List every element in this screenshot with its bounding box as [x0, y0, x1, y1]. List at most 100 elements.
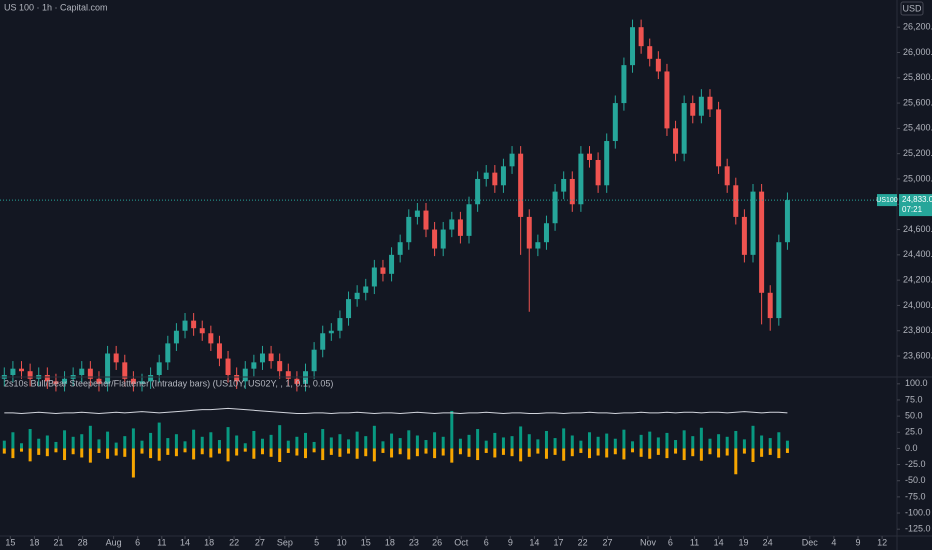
candle-body	[242, 368, 248, 382]
candle-body	[440, 229, 446, 249]
candle-body	[518, 153, 524, 217]
histogram-bar	[596, 448, 600, 456]
histogram-bar	[510, 436, 514, 449]
x-tick-label: 6	[484, 537, 489, 547]
x-tick-label: Nov	[640, 537, 657, 547]
histogram-bar	[407, 430, 411, 449]
candle-body	[664, 71, 670, 129]
histogram-bar	[278, 425, 282, 449]
candle-body	[483, 172, 489, 179]
histogram-bar	[450, 448, 454, 463]
candle-body	[543, 223, 549, 243]
candle-body	[19, 368, 25, 372]
candle-body	[277, 361, 283, 372]
candle-body	[225, 358, 231, 375]
histogram-bar	[639, 434, 643, 449]
histogram-bar	[157, 422, 161, 449]
histogram-bar	[785, 440, 789, 449]
x-tick-label: 22	[578, 537, 588, 547]
candle-body	[552, 191, 558, 224]
histogram-bar	[605, 433, 609, 449]
histogram-bar	[183, 448, 187, 453]
histogram-bar	[768, 438, 772, 449]
y-tick-label: 75.0	[905, 394, 923, 404]
histogram-bar	[71, 436, 75, 449]
histogram-bar	[570, 435, 574, 449]
candle-body	[363, 286, 369, 293]
chart-title[interactable]: US 100 · 1h · Capital.com	[4, 2, 108, 12]
histogram-bar	[2, 448, 6, 454]
histogram-bar	[708, 438, 712, 449]
candle-body	[320, 333, 326, 350]
histogram-bar	[519, 426, 523, 449]
histogram-bar	[200, 436, 204, 449]
histogram-bar	[338, 448, 342, 457]
histogram-bar	[28, 429, 32, 449]
histogram-bar	[20, 443, 24, 449]
histogram-bar	[622, 448, 626, 460]
candle-body	[328, 330, 334, 334]
histogram-bar	[304, 448, 308, 459]
indicator-title[interactable]: 2s10s Bull/Bear Steepener/Flattener (Int…	[4, 378, 333, 388]
histogram-bar	[398, 438, 402, 449]
currency-box[interactable]	[900, 1, 924, 16]
candle-body	[535, 242, 541, 249]
candle-body	[638, 27, 644, 47]
candle-body	[96, 378, 102, 384]
histogram-bar	[321, 448, 325, 461]
histogram-bar	[123, 436, 127, 449]
histogram-bar	[501, 448, 505, 455]
histogram-bar	[751, 425, 755, 449]
histogram-bar	[243, 443, 247, 449]
histogram-bar	[527, 434, 531, 449]
histogram-bar	[587, 448, 591, 459]
y-tick-label: 26,200.0	[903, 22, 932, 32]
candle-body	[621, 65, 627, 104]
histogram-bar	[235, 435, 239, 449]
candle-body	[492, 172, 498, 186]
y-tick-label: 24,200.0	[903, 275, 932, 285]
histogram-bar	[519, 448, 523, 462]
histogram-bar	[28, 448, 32, 462]
candle-body	[526, 216, 532, 249]
currency[interactable]: USD	[902, 3, 922, 13]
histogram-bar	[777, 432, 781, 449]
x-tick-label: 28	[78, 537, 88, 547]
price-label: 24,833.0	[902, 195, 932, 204]
histogram-bar	[390, 433, 394, 449]
histogram-bar	[304, 432, 308, 449]
histogram-bar	[347, 448, 351, 454]
x-tick-label: 14	[714, 537, 724, 547]
candle-body	[767, 292, 773, 319]
candle-body	[759, 191, 765, 293]
candle-body	[191, 320, 197, 329]
histogram-bar	[278, 448, 282, 462]
histogram-bar	[631, 441, 635, 449]
histogram-bar	[312, 448, 316, 453]
histogram-bar	[433, 448, 437, 459]
histogram-bar	[166, 448, 170, 455]
y-tick-label: -75.0	[905, 491, 926, 501]
histogram-bar	[467, 434, 471, 449]
candle-body	[62, 378, 68, 384]
candle-body	[337, 318, 343, 331]
histogram-bar	[338, 434, 342, 449]
histogram-bar	[123, 448, 127, 457]
histogram-bar	[381, 441, 385, 449]
candle-body	[105, 353, 111, 384]
histogram-bar	[476, 429, 480, 449]
histogram-bar	[424, 440, 428, 449]
histogram-bar	[226, 427, 230, 449]
candle-body	[595, 159, 601, 186]
histogram-bar	[11, 432, 15, 449]
histogram-bar	[699, 448, 703, 461]
candle-body	[380, 267, 386, 274]
histogram-bar	[648, 431, 652, 449]
histogram-bar	[458, 448, 462, 455]
histogram-bar	[63, 430, 67, 449]
indicator-line	[4, 407, 788, 415]
y-tick-label: 24,600.0	[903, 224, 932, 234]
candle-body	[216, 343, 222, 359]
histogram-bar	[355, 431, 359, 449]
